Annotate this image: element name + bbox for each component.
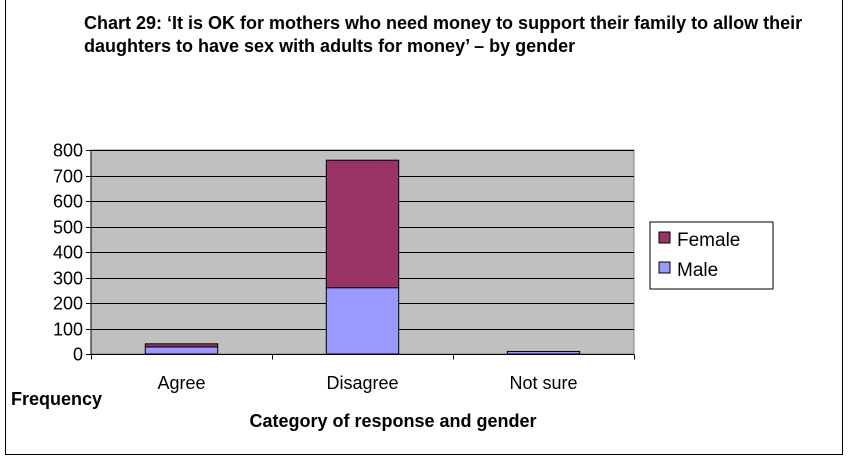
x-tick-label-not-sure: Not sure bbox=[509, 373, 577, 393]
y-tick-label-400: 400 bbox=[53, 243, 83, 263]
chart-title: Chart 29: ‘It is OK for mothers who need… bbox=[84, 13, 803, 56]
bar-disagree-female bbox=[325, 159, 400, 289]
x-tick-label-disagree: Disagree bbox=[326, 373, 398, 393]
y-tick-label-0: 0 bbox=[73, 345, 83, 365]
bar-disagree-male bbox=[325, 287, 400, 355]
y-tick-label-100: 100 bbox=[53, 320, 83, 340]
y-tick-label-200: 200 bbox=[53, 294, 83, 314]
legend-label-female: Female bbox=[677, 230, 740, 251]
legend: Female Male bbox=[649, 221, 774, 290]
y-tick-label-600: 600 bbox=[53, 192, 83, 212]
y-axis: 0 100 200 300 400 500 600 700 800 bbox=[53, 141, 92, 365]
legend-swatch-female bbox=[658, 231, 671, 244]
x-axis: Agree Disagree Not sure bbox=[91, 354, 635, 393]
y-axis-title: Frequency bbox=[11, 389, 102, 409]
legend-swatch-male bbox=[658, 261, 671, 274]
y-tick-label-800: 800 bbox=[53, 141, 83, 161]
legend-label-male: Male bbox=[677, 260, 718, 281]
bar-agree-female bbox=[144, 343, 219, 348]
y-tick-label-300: 300 bbox=[53, 269, 83, 289]
bar-not-sure-male bbox=[506, 350, 581, 355]
bar-agree-male bbox=[144, 346, 219, 355]
bars bbox=[144, 159, 581, 355]
y-tick-label-700: 700 bbox=[53, 167, 83, 187]
x-tick-label-agree: Agree bbox=[157, 373, 205, 393]
x-axis-title: Category of response and gender bbox=[249, 411, 536, 431]
y-tick-label-500: 500 bbox=[53, 218, 83, 238]
